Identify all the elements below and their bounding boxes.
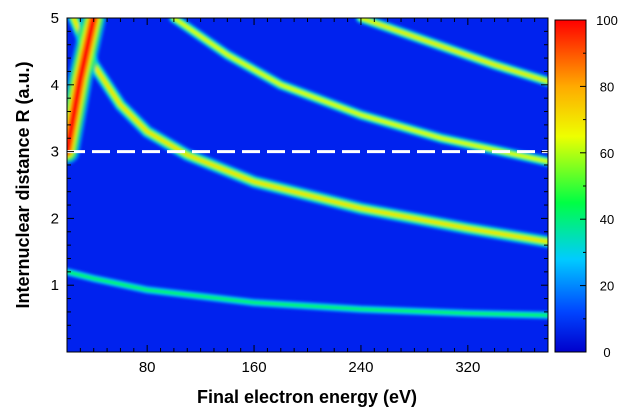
x-tick-label: 80: [139, 359, 156, 376]
y-tick-label: 5: [51, 10, 59, 27]
heatmap-band: [168, 18, 548, 168]
colorbar-tick-label: 0: [603, 345, 610, 360]
y-tick-label: 3: [51, 144, 59, 161]
band-layer: [67, 18, 97, 154]
heatmap-band: [67, 18, 107, 165]
colorbar-tick-label: 80: [600, 79, 614, 94]
band-layer: [359, 18, 548, 83]
x-tick-label: 240: [348, 359, 373, 376]
colorbar-tick-label: 20: [600, 279, 614, 294]
y-axis: 1 2 3 4 5: [51, 10, 548, 353]
band-layer: [67, 270, 548, 317]
heatmap-band: [67, 18, 548, 249]
y-tick-label: 2: [51, 210, 59, 227]
colorbar-axis: 0 20 40 60 80 100: [580, 13, 618, 360]
heatmap-bands: [67, 18, 548, 321]
y-tick-label: 4: [51, 77, 59, 94]
x-axis: 80 160 240 320: [66, 18, 549, 376]
x-tick-label: 320: [455, 359, 480, 376]
colorbar-tick-label: 60: [600, 146, 614, 161]
colorbar-tick-label: 40: [600, 212, 614, 227]
heatmap-band: [355, 18, 548, 88]
y-tick-label: 1: [51, 277, 59, 294]
x-tick-label: 160: [242, 359, 267, 376]
heatmap-band: [67, 267, 548, 321]
heatmap-background: [67, 18, 548, 352]
band-layer: [72, 18, 548, 244]
colorbar-tick-label: 100: [596, 13, 618, 28]
band-layer: [172, 18, 548, 163]
x-axis-title: Final electron energy (eV): [197, 387, 417, 407]
colorbar: [554, 19, 587, 353]
y-axis-title: Internuclear distance R (a.u.): [13, 61, 33, 308]
